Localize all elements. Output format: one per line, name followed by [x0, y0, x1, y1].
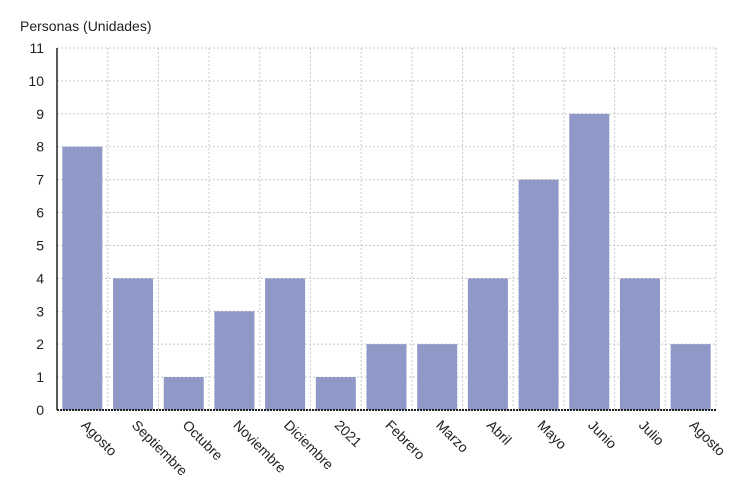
- bar: [366, 344, 407, 410]
- y-tick-label: 6: [36, 205, 44, 221]
- bar: [62, 146, 103, 410]
- bar: [619, 278, 660, 410]
- y-tick-label: 3: [36, 303, 44, 319]
- bar: [265, 278, 306, 410]
- y-tick-label: 4: [36, 270, 44, 286]
- x-tick-label: Agosto: [687, 417, 729, 459]
- bar: [670, 344, 711, 410]
- y-tick-label: 8: [36, 139, 44, 155]
- y-tick-label: 5: [36, 237, 44, 253]
- y-tick-label: 1: [36, 369, 44, 385]
- x-tick-label: Julio: [636, 417, 668, 449]
- y-axis-title: Personas (Unidades): [20, 18, 152, 34]
- y-tick-label: 9: [36, 106, 44, 122]
- bars: [62, 113, 711, 411]
- y-tick-labels: 0 1 2 3 4 5 6 7 8 9 10 11: [28, 40, 44, 418]
- x-tick-label: Marzo: [433, 417, 472, 456]
- y-tick-label: 0: [36, 402, 44, 418]
- bar: [417, 344, 458, 410]
- bar: [214, 311, 255, 410]
- bar: [163, 377, 204, 410]
- y-tick-label: 2: [36, 336, 44, 352]
- y-tick-label: 7: [36, 172, 44, 188]
- x-tick-label: Abril: [484, 417, 515, 448]
- axes: [56, 48, 716, 411]
- x-tick-label: Noviembre: [230, 417, 289, 476]
- bar: [518, 179, 559, 410]
- bar: [315, 377, 356, 410]
- bar: [467, 278, 508, 410]
- y-tick-label: 11: [29, 40, 44, 56]
- bar: [569, 113, 610, 411]
- x-tick-label: 2021: [332, 417, 365, 450]
- x-tick-label: Febrero: [382, 417, 428, 463]
- x-tick-label: Mayo: [534, 417, 570, 453]
- x-tick-label: Junio: [585, 417, 620, 452]
- y-tick-label: 10: [28, 73, 44, 89]
- x-tick-label: Agosto: [78, 417, 120, 459]
- x-tick-label: Octubre: [180, 417, 227, 464]
- bar: [113, 278, 154, 410]
